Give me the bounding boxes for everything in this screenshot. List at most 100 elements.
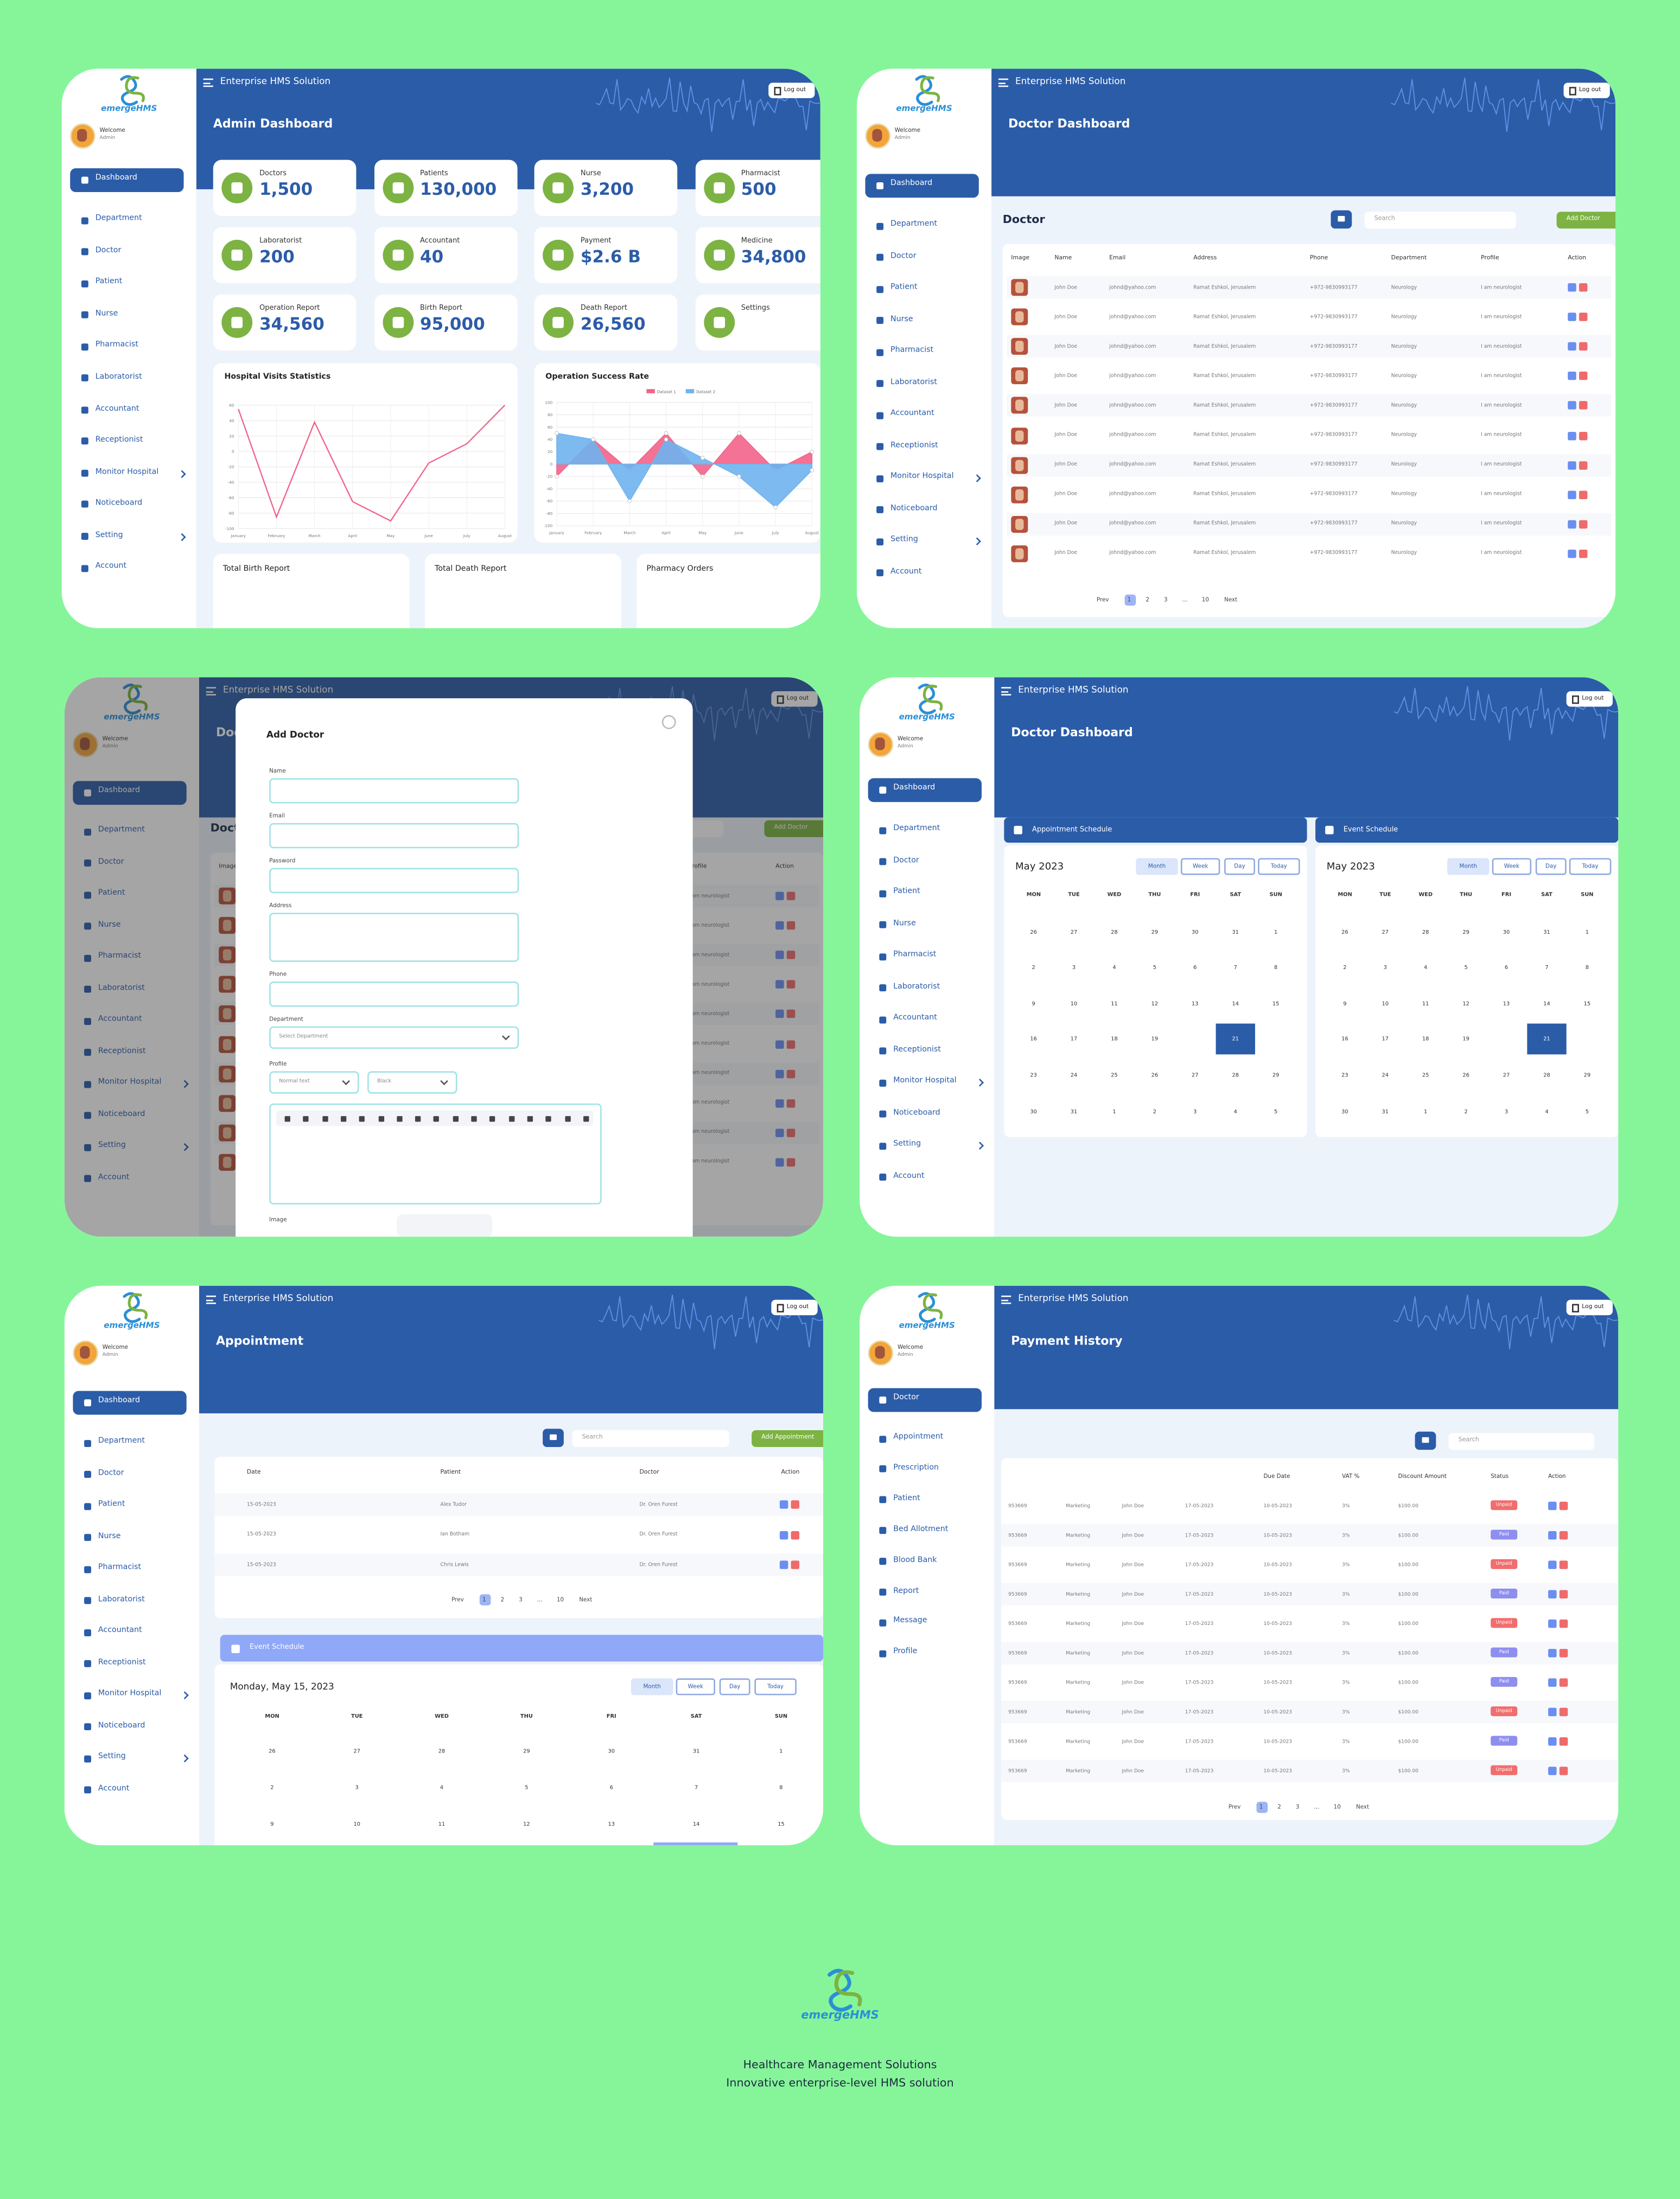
day-number[interactable]: 10 (1382, 999, 1389, 1006)
view-label[interactable]: Day (1545, 862, 1557, 870)
nav-label[interactable]: Appointment (893, 1433, 944, 1442)
day-number[interactable]: 17 (1070, 1035, 1078, 1042)
page-link[interactable]: 1 (482, 1595, 486, 1603)
nav-label[interactable]: Department (890, 220, 938, 229)
nav-label[interactable]: Nurse (98, 921, 121, 929)
nav-label[interactable]: Monitor Hospital (893, 1077, 957, 1086)
view-button[interactable]: Today (1258, 858, 1300, 875)
day-number[interactable]: 12 (1151, 999, 1159, 1006)
view-button[interactable]: Month (1447, 858, 1490, 875)
text-input[interactable] (269, 823, 519, 849)
delete-button[interactable] (786, 1069, 795, 1078)
day-number[interactable]: 27 (1382, 927, 1389, 935)
nav-label[interactable]: Patient (98, 1500, 125, 1509)
view-button[interactable]: Day (719, 1678, 750, 1696)
rich-text-editor[interactable] (269, 1103, 602, 1204)
day-number[interactable]: 5 (1153, 963, 1156, 971)
edit-button[interactable] (1568, 342, 1576, 351)
day-number[interactable]: 3 (355, 1782, 359, 1790)
delete-button[interactable] (786, 1040, 795, 1048)
day-number[interactable]: 25 (1422, 1071, 1429, 1079)
edit-button[interactable] (1548, 1560, 1557, 1569)
view-button[interactable]: Week (676, 1678, 715, 1696)
add-button[interactable]: Add Doctor (1556, 212, 1616, 229)
menu-icon[interactable] (203, 82, 211, 84)
logout-button[interactable]: Log out (1563, 82, 1610, 98)
day-number[interactable]: 16 (1341, 1035, 1348, 1042)
view-label[interactable]: Month (1459, 862, 1477, 870)
edit-button[interactable] (1548, 1678, 1557, 1687)
nav-label[interactable]: Monitor Hospital (890, 473, 954, 481)
day-number[interactable]: 13 (1503, 999, 1510, 1006)
day-number[interactable]: 30 (1030, 1107, 1037, 1114)
toolbar-button[interactable] (583, 1115, 589, 1121)
day-number[interactable]: 26 (1030, 927, 1037, 935)
nav-label[interactable]: Nurse (890, 315, 913, 324)
nav-label[interactable]: Dashboard (98, 1397, 141, 1405)
day-number[interactable]: 10 (1070, 999, 1078, 1006)
nav-label[interactable]: Noticeboard (98, 1721, 145, 1730)
day-number[interactable]: 18 (1111, 1035, 1118, 1042)
day-number[interactable]: 7 (1545, 963, 1549, 971)
edit-button[interactable] (1568, 520, 1576, 528)
nav-label[interactable]: Setting (893, 1140, 921, 1149)
edit-button[interactable] (775, 1040, 784, 1048)
nav-label[interactable]: Nurse (98, 1532, 121, 1541)
menu-icon[interactable] (206, 1295, 216, 1297)
day-number[interactable]: 25 (1111, 1071, 1118, 1079)
day-number[interactable]: 3 (1072, 963, 1076, 971)
nav-label[interactable]: Patient (893, 1494, 920, 1503)
delete-button[interactable] (786, 921, 795, 930)
menu-icon[interactable] (998, 82, 1006, 84)
day-number[interactable]: 5 (1464, 963, 1468, 971)
day-number[interactable]: 21 (1232, 1035, 1239, 1042)
day-number[interactable]: 11 (1422, 999, 1429, 1006)
day-number[interactable]: 28 (1111, 927, 1118, 935)
nav-item-active[interactable] (868, 777, 982, 801)
nav-label[interactable]: Report (893, 1586, 919, 1595)
day-number[interactable]: 2 (1153, 1107, 1156, 1114)
nav-label[interactable]: Noticeboard (890, 504, 938, 513)
menu-icon[interactable] (206, 1302, 216, 1304)
add-button-label[interactable]: Add Appointment (761, 1434, 814, 1442)
nav-label[interactable]: Noticeboard (95, 499, 143, 508)
nav-label[interactable]: Doctor (95, 246, 122, 255)
day-number[interactable]: 28 (1232, 1071, 1239, 1079)
menu-icon[interactable] (1001, 687, 1011, 689)
day-number[interactable]: 23 (1341, 1071, 1348, 1079)
day-number[interactable]: 14 (1232, 999, 1239, 1006)
nav-label[interactable]: Monitor Hospital (95, 468, 159, 476)
edit-button[interactable] (1548, 1737, 1557, 1746)
day-number[interactable]: 21 (1543, 1035, 1550, 1042)
view-label[interactable]: Today (1582, 862, 1599, 870)
edit-button[interactable] (779, 1530, 788, 1539)
nav-item-active[interactable] (868, 1387, 982, 1412)
nav-label[interactable]: Patient (890, 283, 918, 292)
day-number[interactable]: 26 (1462, 1071, 1469, 1079)
day-number[interactable]: 1 (1112, 1107, 1116, 1114)
day-number[interactable]: 24 (1070, 1071, 1078, 1079)
search-box[interactable]: Search (572, 1430, 729, 1447)
nav-label[interactable]: Department (893, 825, 940, 833)
menu-icon[interactable] (206, 687, 216, 689)
day-number[interactable]: 31 (1070, 1107, 1078, 1114)
day-number[interactable]: 6 (1504, 963, 1509, 971)
toolbar-button[interactable] (322, 1115, 328, 1121)
toolbar-button[interactable] (471, 1115, 477, 1121)
day-number[interactable]: 1 (1274, 927, 1278, 935)
day-number[interactable]: 4 (440, 1782, 444, 1790)
view-button[interactable]: Day (1535, 858, 1567, 875)
edit-button[interactable] (1568, 283, 1576, 292)
day-number[interactable]: 27 (1192, 1071, 1199, 1079)
nav-item-active[interactable] (865, 173, 979, 197)
text-input[interactable] (269, 868, 519, 894)
text-input[interactable] (269, 778, 519, 804)
day-number[interactable]: 30 (1503, 927, 1510, 935)
day-number[interactable]: 16 (1030, 1035, 1037, 1042)
nav-label[interactable]: Dashboard (893, 784, 936, 793)
page-link[interactable]: 10 (1201, 596, 1209, 603)
menu-icon[interactable] (998, 85, 1009, 87)
day-number[interactable]: 28 (1543, 1071, 1550, 1079)
nav-label[interactable]: Account (890, 567, 922, 576)
add-button[interactable]: Add Appointment (752, 1430, 823, 1447)
